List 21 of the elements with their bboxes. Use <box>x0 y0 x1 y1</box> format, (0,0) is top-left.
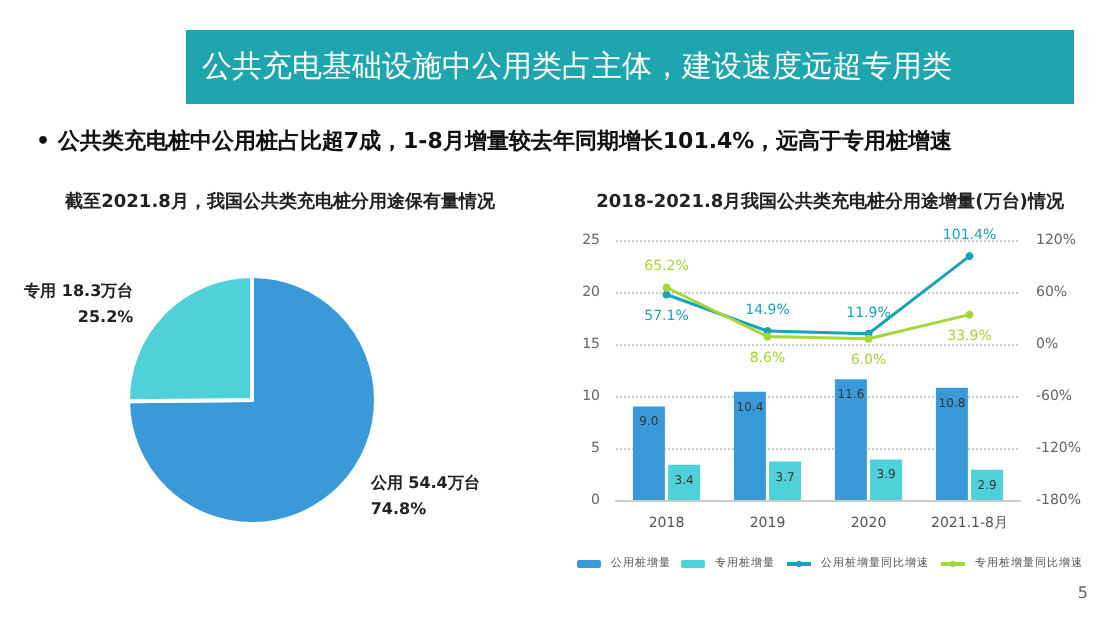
bar <box>733 391 766 500</box>
point <box>662 290 671 299</box>
point <box>864 334 873 343</box>
bar <box>769 461 802 500</box>
point <box>965 252 974 261</box>
point <box>763 332 772 341</box>
bar <box>935 387 968 500</box>
point <box>662 283 671 292</box>
bar <box>971 469 1004 500</box>
text: 5 <box>1077 584 1088 602</box>
bar <box>632 406 665 500</box>
slice-label: 公用 54.4万台 74.8% <box>368 473 480 518</box>
text: • 公共类充电桩中公用桩占比超7成，1-8月增量较去年同期增长101.4%，远高于专用桩增速 <box>36 126 953 156</box>
chart-title: 2018-2021.8月我国公共类充电桩分用途增量(万台)情况 <box>596 191 1066 213</box>
text: 公共充电基础设施中公用类占主体，建设速度远超专用类 <box>186 30 1074 104</box>
bar <box>668 464 701 500</box>
point <box>965 310 974 319</box>
bar <box>870 459 903 500</box>
chart-title: 截至2021.8月，我国公共类充电桩分用途保有量情况 <box>63 191 497 213</box>
bar <box>834 379 867 500</box>
slice-label: 专用 18.3万台 25.2% <box>22 282 134 327</box>
